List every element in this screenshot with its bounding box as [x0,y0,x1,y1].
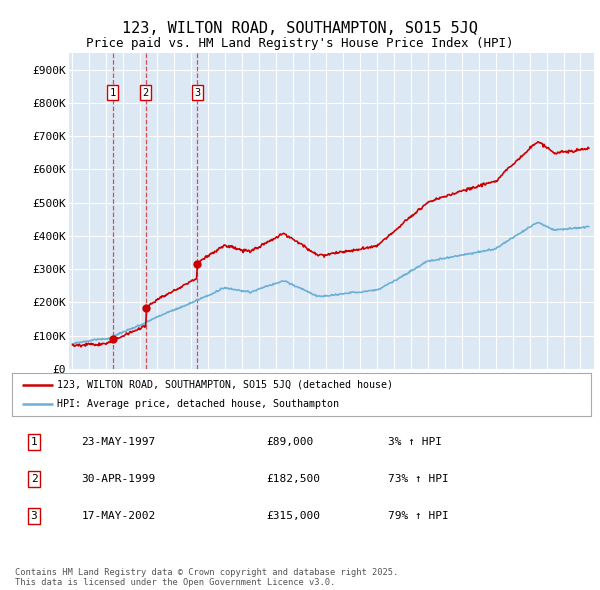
Text: 123, WILTON ROAD, SOUTHAMPTON, SO15 5JQ: 123, WILTON ROAD, SOUTHAMPTON, SO15 5JQ [122,21,478,35]
Text: 73% ↑ HPI: 73% ↑ HPI [388,474,449,484]
Text: £182,500: £182,500 [267,474,321,484]
Text: Price paid vs. HM Land Registry's House Price Index (HPI): Price paid vs. HM Land Registry's House … [86,37,514,50]
Text: 17-MAY-2002: 17-MAY-2002 [82,512,156,521]
Text: Contains HM Land Registry data © Crown copyright and database right 2025.
This d: Contains HM Land Registry data © Crown c… [15,568,398,587]
Text: 23-MAY-1997: 23-MAY-1997 [82,437,156,447]
Text: 1: 1 [110,87,116,97]
Text: 30-APR-1999: 30-APR-1999 [82,474,156,484]
Text: 79% ↑ HPI: 79% ↑ HPI [388,512,449,521]
Text: 3: 3 [31,512,37,521]
Text: 3: 3 [194,87,200,97]
Text: 123, WILTON ROAD, SOUTHAMPTON, SO15 5JQ (detached house): 123, WILTON ROAD, SOUTHAMPTON, SO15 5JQ … [57,380,393,390]
Text: £89,000: £89,000 [267,437,314,447]
Text: 2: 2 [143,87,149,97]
Text: 3% ↑ HPI: 3% ↑ HPI [388,437,442,447]
Text: 2: 2 [31,474,37,484]
Text: HPI: Average price, detached house, Southampton: HPI: Average price, detached house, Sout… [57,399,339,409]
Text: £315,000: £315,000 [267,512,321,521]
Text: 1: 1 [31,437,37,447]
